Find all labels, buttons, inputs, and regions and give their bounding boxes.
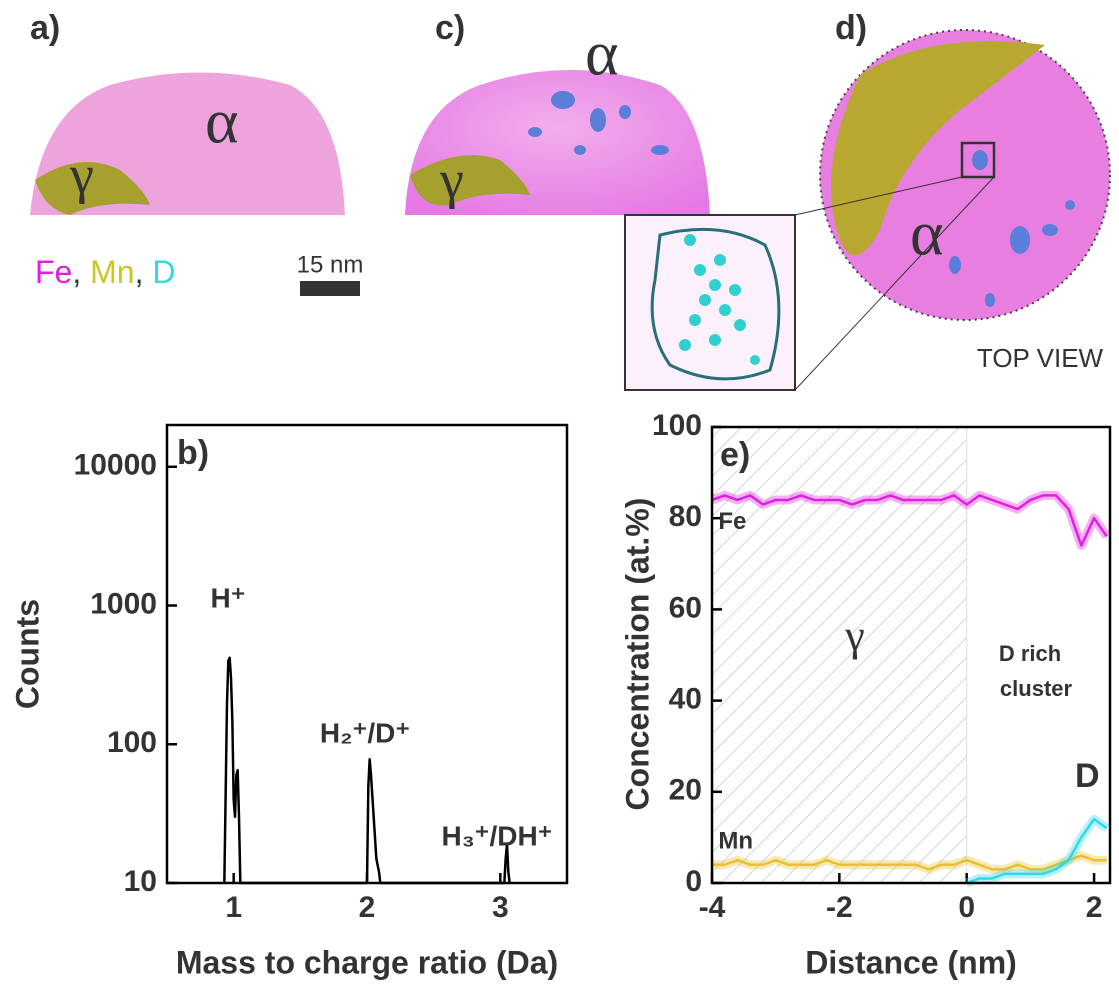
legend-entry: ,	[135, 254, 153, 290]
isosurface	[650, 227, 781, 381]
panel-label: b)	[177, 434, 209, 472]
plot-frame	[165, 423, 569, 885]
y-tick-label: 1000	[90, 587, 157, 620]
phase-label: γ	[439, 149, 464, 209]
cluster	[574, 145, 586, 155]
gamma-phase	[410, 155, 530, 206]
annotation: H₂⁺/D⁺	[320, 717, 410, 748]
atom	[729, 284, 741, 296]
element-legend: Fe, Mn, D	[35, 254, 175, 290]
panel-label: a)	[30, 9, 60, 47]
gamma-region	[712, 427, 967, 883]
x-tick-label: -2	[826, 891, 853, 924]
atom	[719, 304, 731, 316]
d-atoms	[679, 234, 760, 365]
x-tick-label: 2	[1086, 891, 1103, 924]
atom	[709, 334, 721, 346]
plot-frame	[710, 425, 1112, 885]
annotation: cluster	[1000, 676, 1073, 701]
zoom-line	[794, 176, 963, 216]
panel-label: c)	[435, 9, 465, 47]
atom	[694, 264, 706, 276]
y-tick-label: 0	[685, 865, 702, 898]
series-label: D	[1075, 757, 1100, 795]
y-tick-label: 80	[669, 500, 702, 533]
atom	[689, 314, 701, 326]
x-tick-label: 3	[492, 891, 509, 924]
phase-label: α	[910, 198, 944, 269]
y-tick-label: 100	[652, 409, 702, 442]
cluster	[1010, 226, 1030, 254]
series-label: Mn	[718, 827, 753, 854]
y-axis-title: Concentration (at.%)	[619, 498, 655, 811]
series-line	[966, 817, 1108, 885]
cluster	[651, 145, 669, 155]
view-label: TOP VIEW	[977, 343, 1104, 373]
atom	[699, 294, 711, 306]
annotation: γ	[844, 611, 864, 660]
y-tick-label: 10000	[74, 449, 157, 482]
x-axis-title: Mass to charge ratio (Da)	[176, 944, 558, 980]
phase-label: γ	[69, 144, 94, 204]
x-tick-label: 0	[958, 891, 975, 924]
gamma-phase	[35, 162, 150, 215]
annotation: H⁺	[211, 582, 246, 613]
zoom-line	[794, 176, 995, 391]
cluster	[972, 150, 988, 170]
legend-entry: Fe	[35, 254, 72, 290]
panel-label: e)	[720, 436, 750, 474]
atom	[684, 234, 696, 246]
y-tick-label: 100	[107, 726, 157, 759]
x-tick-label: 1	[225, 891, 242, 924]
cluster	[590, 108, 606, 132]
gamma-phase	[831, 41, 1045, 256]
atom	[714, 254, 726, 266]
atom	[709, 279, 721, 291]
cluster	[1042, 224, 1058, 236]
cluster	[1065, 200, 1075, 210]
legend-entry: ,	[72, 254, 90, 290]
zoom-box	[960, 141, 996, 179]
cluster	[528, 127, 542, 137]
series-line	[712, 854, 1107, 871]
legend-entry: Mn	[90, 254, 134, 290]
y-axis-title: Counts	[9, 599, 45, 709]
series-label: Fe	[718, 508, 746, 535]
d-clusters	[528, 91, 669, 155]
atom	[750, 355, 760, 365]
phase-label: α	[585, 18, 619, 89]
y-tick-label: 10	[124, 865, 157, 898]
d-clusters	[949, 150, 1075, 307]
atom	[734, 319, 746, 331]
x-tick-label: -4	[699, 891, 726, 924]
cluster	[551, 91, 575, 109]
cluster	[619, 105, 631, 119]
annotation: D rich	[999, 641, 1061, 666]
scale-label: 15 nm	[297, 251, 364, 278]
atom	[679, 339, 691, 351]
cluster	[985, 293, 995, 307]
x-tick-label: 2	[359, 891, 376, 924]
cluster	[949, 256, 961, 274]
legend-entry: D	[152, 254, 175, 290]
scale-bar	[300, 281, 360, 296]
y-tick-label: 60	[669, 591, 702, 624]
y-tick-label: 40	[669, 683, 702, 716]
x-axis-title: Distance (nm)	[805, 944, 1017, 980]
series-line	[711, 494, 1108, 547]
y-tick-label: 20	[669, 774, 702, 807]
annotation: H₃⁺/DH⁺	[442, 820, 553, 851]
panel-label: d)	[835, 9, 867, 47]
phase-label: α	[205, 86, 239, 157]
